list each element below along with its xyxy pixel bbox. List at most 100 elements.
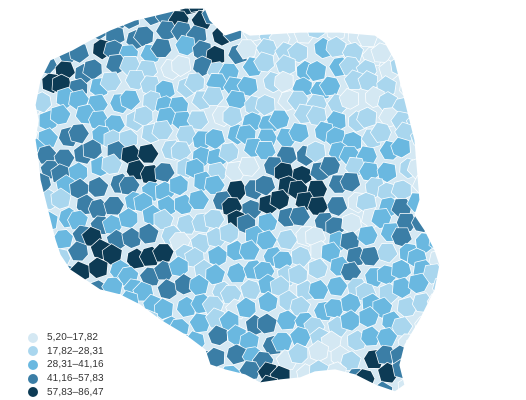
county-region bbox=[430, 188, 440, 209]
county-region bbox=[423, 347, 440, 370]
county-region bbox=[99, 71, 122, 92]
county-region bbox=[322, 378, 344, 392]
county-region bbox=[289, 384, 310, 392]
county-region bbox=[311, 8, 333, 13]
county-region bbox=[426, 382, 440, 392]
county-region bbox=[170, 141, 192, 163]
county-region bbox=[117, 207, 139, 229]
county-region bbox=[288, 263, 308, 286]
county-region bbox=[276, 309, 298, 331]
county-region bbox=[176, 213, 199, 235]
legend-item: 5,20–17,82 bbox=[28, 331, 168, 345]
county-region bbox=[238, 239, 261, 261]
county-region bbox=[174, 34, 197, 57]
county-region bbox=[287, 342, 309, 365]
county-region bbox=[155, 20, 178, 42]
county-region bbox=[184, 72, 205, 94]
county-region bbox=[408, 360, 430, 383]
county-region bbox=[319, 156, 341, 177]
county-region bbox=[202, 86, 225, 106]
county-region bbox=[87, 176, 110, 198]
legend-swatch bbox=[28, 359, 38, 370]
county-region bbox=[68, 123, 90, 145]
county-region bbox=[207, 324, 228, 346]
county-region bbox=[35, 260, 52, 282]
county-region bbox=[412, 94, 435, 115]
county-region bbox=[35, 11, 53, 34]
county-region bbox=[35, 177, 43, 197]
county-region bbox=[35, 22, 39, 45]
county-region bbox=[150, 37, 173, 58]
county-region bbox=[376, 327, 398, 348]
county-region bbox=[412, 348, 433, 371]
county-region bbox=[218, 142, 240, 164]
county-region bbox=[409, 35, 431, 58]
county-region bbox=[426, 40, 440, 63]
legend-item: 28,31–41,16 bbox=[28, 358, 168, 372]
county-region bbox=[222, 105, 243, 128]
county-region bbox=[66, 8, 89, 23]
county-region bbox=[67, 209, 89, 231]
county-region bbox=[379, 23, 402, 43]
county-region bbox=[398, 8, 421, 12]
county-region bbox=[38, 273, 61, 295]
county-region bbox=[306, 8, 328, 25]
county-region bbox=[50, 278, 72, 301]
county-region bbox=[88, 256, 109, 279]
county-region bbox=[174, 359, 196, 381]
county-region bbox=[257, 312, 278, 335]
county-region bbox=[35, 39, 59, 59]
county-region bbox=[35, 211, 38, 234]
county-region bbox=[275, 54, 296, 77]
county-region bbox=[118, 175, 141, 196]
legend-item: 17,82–28,31 bbox=[28, 345, 168, 359]
county-region bbox=[35, 76, 40, 98]
county-region bbox=[415, 51, 436, 74]
legend-swatch bbox=[28, 332, 38, 343]
county-region bbox=[101, 293, 123, 315]
county-region bbox=[356, 26, 379, 48]
county-region bbox=[101, 153, 123, 175]
county-region bbox=[38, 250, 61, 271]
county-region bbox=[155, 8, 176, 12]
county-region bbox=[48, 25, 71, 46]
legend-swatch bbox=[28, 387, 38, 398]
county-region bbox=[35, 123, 38, 146]
county-region bbox=[394, 35, 415, 58]
county-region bbox=[255, 10, 277, 32]
county-region bbox=[338, 379, 361, 392]
county-region bbox=[415, 141, 435, 164]
county-region bbox=[430, 105, 440, 128]
county-region bbox=[151, 120, 174, 141]
county-region bbox=[421, 87, 440, 109]
county-region bbox=[51, 8, 73, 10]
county-region bbox=[407, 73, 430, 94]
county-region bbox=[278, 380, 299, 392]
county-region bbox=[35, 232, 57, 254]
county-region bbox=[36, 26, 59, 49]
legend-label: 17,82–28,31 bbox=[47, 345, 104, 357]
county-region bbox=[35, 274, 40, 295]
county-region bbox=[288, 8, 310, 25]
county-region bbox=[140, 0, 159, 5]
county-region bbox=[67, 240, 89, 262]
county-region bbox=[338, 87, 360, 110]
county-region bbox=[35, 259, 42, 280]
county-region bbox=[338, 8, 360, 30]
county-region bbox=[312, 382, 334, 392]
county-region bbox=[82, 58, 103, 81]
legend-label: 5,20–17,82 bbox=[47, 332, 99, 344]
county-region bbox=[428, 328, 440, 352]
county-region bbox=[88, 8, 110, 14]
legend-label: 28,31–41,16 bbox=[47, 359, 104, 371]
county-region bbox=[406, 24, 428, 47]
county-region bbox=[412, 376, 434, 392]
county-region bbox=[67, 8, 89, 11]
county-region bbox=[206, 0, 227, 7]
county-region bbox=[50, 187, 72, 210]
county-region bbox=[291, 245, 312, 268]
county-region bbox=[304, 17, 326, 39]
county-region bbox=[377, 0, 397, 6]
county-region bbox=[154, 162, 176, 184]
